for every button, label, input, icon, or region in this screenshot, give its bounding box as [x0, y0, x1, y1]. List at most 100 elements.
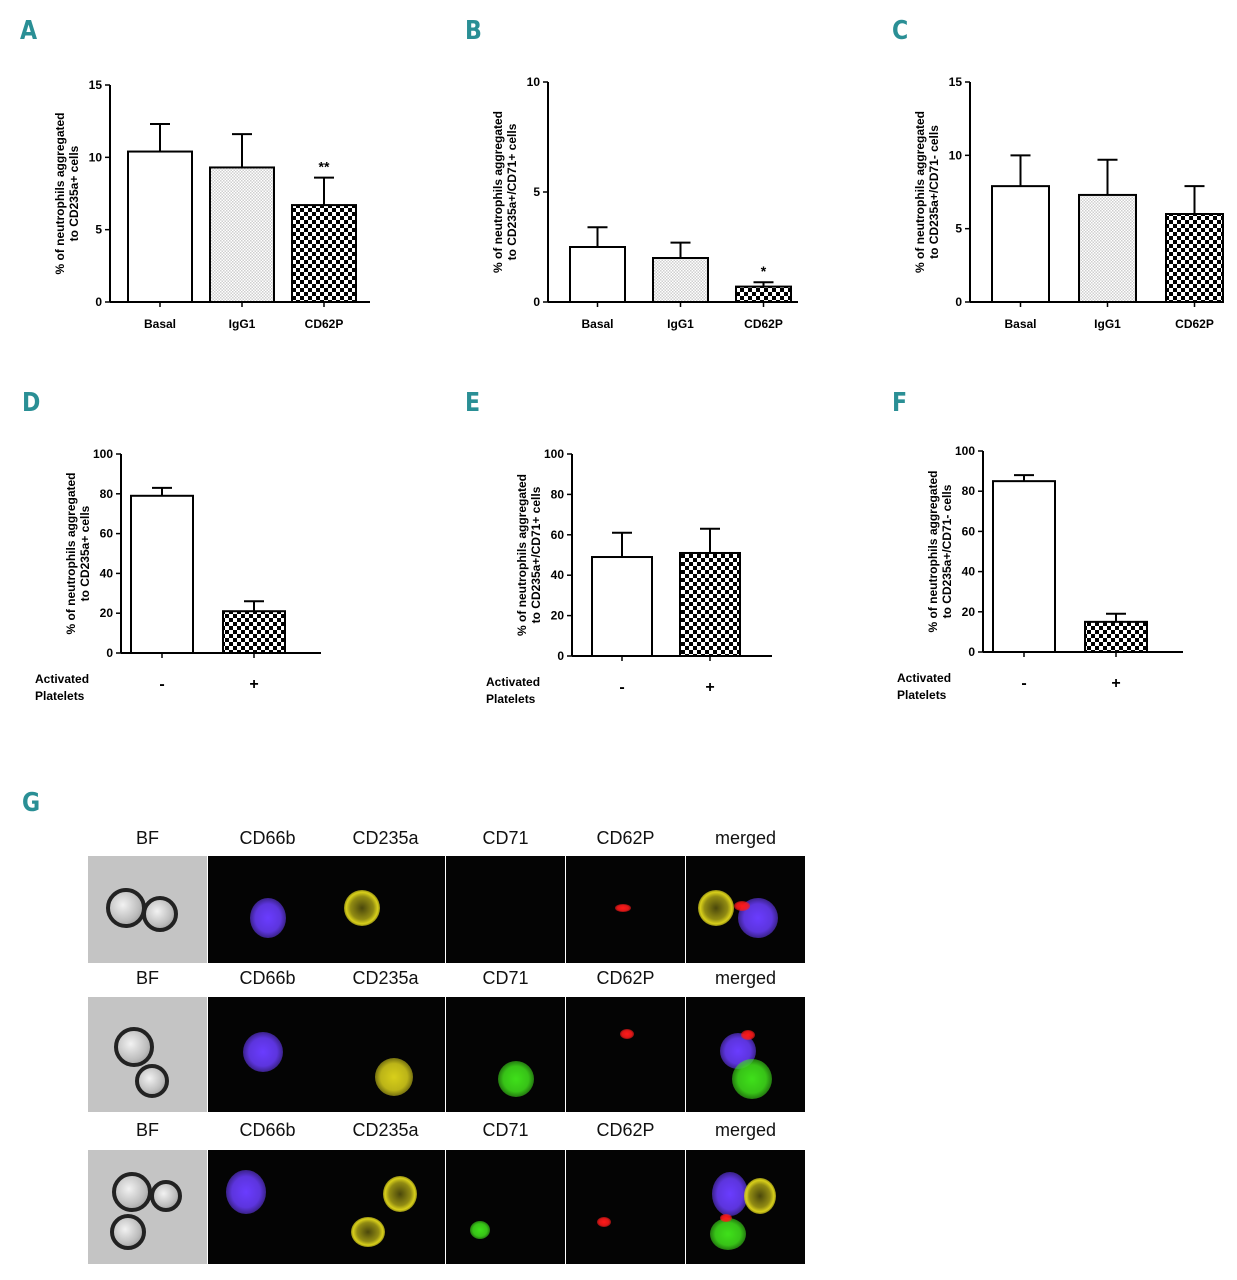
cd66b-signal: [250, 898, 286, 938]
y-tick-label: 60: [962, 524, 976, 538]
y-axis-label: % of neutrophils aggregatedto CD235a+ ce…: [64, 472, 92, 634]
x-tick-label: IgG1: [229, 317, 256, 331]
cd235a-signal: [383, 1176, 417, 1212]
x-group-label: Activated Platelets: [35, 672, 89, 703]
panel-letter-f: F: [892, 388, 908, 418]
bar: [569, 246, 626, 303]
chart-f: 0 20 40 60 80 100% of neutrophils aggregatedt…: [897, 444, 1183, 702]
y-tick-label: 20: [100, 606, 114, 620]
bar: [222, 610, 286, 655]
y-axis-label: % of neutrophils aggregatedto CD235a+/CD…: [515, 474, 543, 636]
bar: [991, 185, 1050, 303]
bar: [679, 551, 741, 657]
bar: [591, 556, 653, 657]
cd71-signal: [498, 1061, 534, 1097]
significance-label: *: [761, 263, 767, 279]
fluorescence-image-merged: [686, 997, 805, 1112]
bf-cell: [150, 1180, 182, 1212]
y-tick-label: 40: [962, 565, 976, 579]
cd71-signal: [470, 1221, 490, 1239]
channel-label-bf: BF: [135, 828, 159, 848]
channel-label-cd71: CD71: [482, 828, 529, 848]
cd235a-signal: [375, 1058, 413, 1096]
merged-cd62p: [734, 901, 750, 911]
channel-label-cd66b: CD66b: [239, 1120, 296, 1140]
bar: [291, 204, 357, 303]
panel-letter-a: A: [20, 16, 38, 46]
y-tick-label: 80: [551, 487, 565, 501]
x-tick-label: IgG1: [1094, 317, 1121, 331]
merged-cd66b: [712, 1172, 748, 1216]
panel-letter-b: B: [465, 16, 482, 46]
y-tick-label: 15: [949, 75, 963, 89]
bar: [992, 480, 1056, 654]
channel-label-bf: BF: [135, 968, 159, 988]
y-tick-label: 0: [533, 295, 540, 309]
y-tick-label: 10: [89, 150, 103, 164]
y-tick-label: 10: [949, 148, 963, 162]
y-tick-label: 5: [533, 185, 540, 199]
bar: [1078, 193, 1137, 303]
cd62p-signal: [620, 1029, 634, 1039]
x-tick-label: +: [249, 676, 258, 693]
merged-cd71: [732, 1059, 772, 1099]
channel-label-cd62p: CD62P: [596, 828, 655, 848]
channel-label-cd235a: CD235a: [352, 1120, 419, 1140]
fluorescence-image-cd71: [446, 856, 565, 963]
channel-label-cd71: CD71: [482, 968, 529, 988]
chart-e: 0 20 40 60 80 100% of neutrophils aggregatedt…: [486, 447, 772, 706]
cd62p-signal: [597, 1217, 611, 1227]
fluorescence-image-cd62p: [566, 997, 685, 1112]
y-tick-label: 80: [100, 487, 114, 501]
y-axis-label: % of neutrophils aggregatedto CD235a+/CD…: [926, 470, 954, 632]
y-tick-label: 0: [95, 295, 102, 309]
channel-label-cd66b: CD66b: [239, 828, 296, 848]
cd62p-signal: [615, 904, 631, 912]
bar: [127, 150, 193, 304]
panel-letter-e: E: [465, 388, 481, 418]
x-tick-label: Basal: [1004, 317, 1036, 331]
y-tick-label: 100: [955, 444, 975, 458]
fluorescence-image-cd71: [446, 997, 565, 1112]
y-axis-label: % of neutrophils aggregatedto CD235a+/CD…: [491, 111, 519, 273]
y-tick-label: 0: [955, 295, 962, 309]
brightfield-image: [88, 1150, 207, 1264]
y-tick-label: 20: [551, 609, 565, 623]
y-tick-label: 5: [95, 223, 102, 237]
panel-letter-g: G: [22, 788, 41, 818]
chart-c: 0 5 10 15 % of neutrophils aggregatedto CD23…: [913, 75, 1224, 331]
bar: [130, 494, 194, 655]
y-tick-label: 40: [100, 566, 114, 580]
cd235a-signal: [351, 1217, 385, 1247]
y-tick-label: 0: [557, 649, 564, 663]
channel-label-merged: merged: [714, 828, 777, 848]
x-tick-label: CD62P: [305, 317, 344, 331]
x-tick-label: CD62P: [1175, 317, 1214, 331]
bar: [1084, 620, 1148, 654]
chart-b: 0 5 10 % of neutrophils aggregatedto CD235a…: [491, 75, 798, 331]
y-tick-label: 80: [962, 484, 976, 498]
y-tick-label: 40: [551, 568, 565, 582]
merged-cd235a: [698, 890, 734, 926]
fluorescence-image-cd235a: [326, 997, 445, 1112]
bf-cell: [142, 896, 178, 932]
bf-cell: [114, 1027, 154, 1067]
panel-letter-c: C: [892, 16, 909, 46]
x-tick-label: CD62P: [744, 317, 783, 331]
bf-cell: [106, 888, 146, 928]
bf-cell: [135, 1064, 169, 1098]
y-tick-label: 0: [968, 645, 975, 659]
x-group-label: Activated Platelets: [897, 671, 951, 702]
x-tick-label: IgG1: [667, 317, 694, 331]
brightfield-image: [88, 856, 207, 963]
panel-letter-d: D: [22, 388, 41, 418]
fluorescence-image-merged: [686, 856, 805, 963]
y-tick-label: 100: [544, 447, 564, 461]
x-tick-label: -: [619, 679, 624, 696]
brightfield-image: [88, 997, 207, 1112]
cd66b-signal: [226, 1170, 266, 1214]
y-axis-label: % of neutrophils aggregatedto CD235a+ ce…: [53, 112, 81, 274]
fluorescence-image-cd235a: [326, 1150, 445, 1264]
y-tick-label: 15: [89, 78, 103, 92]
channel-label-merged: merged: [714, 1120, 777, 1140]
